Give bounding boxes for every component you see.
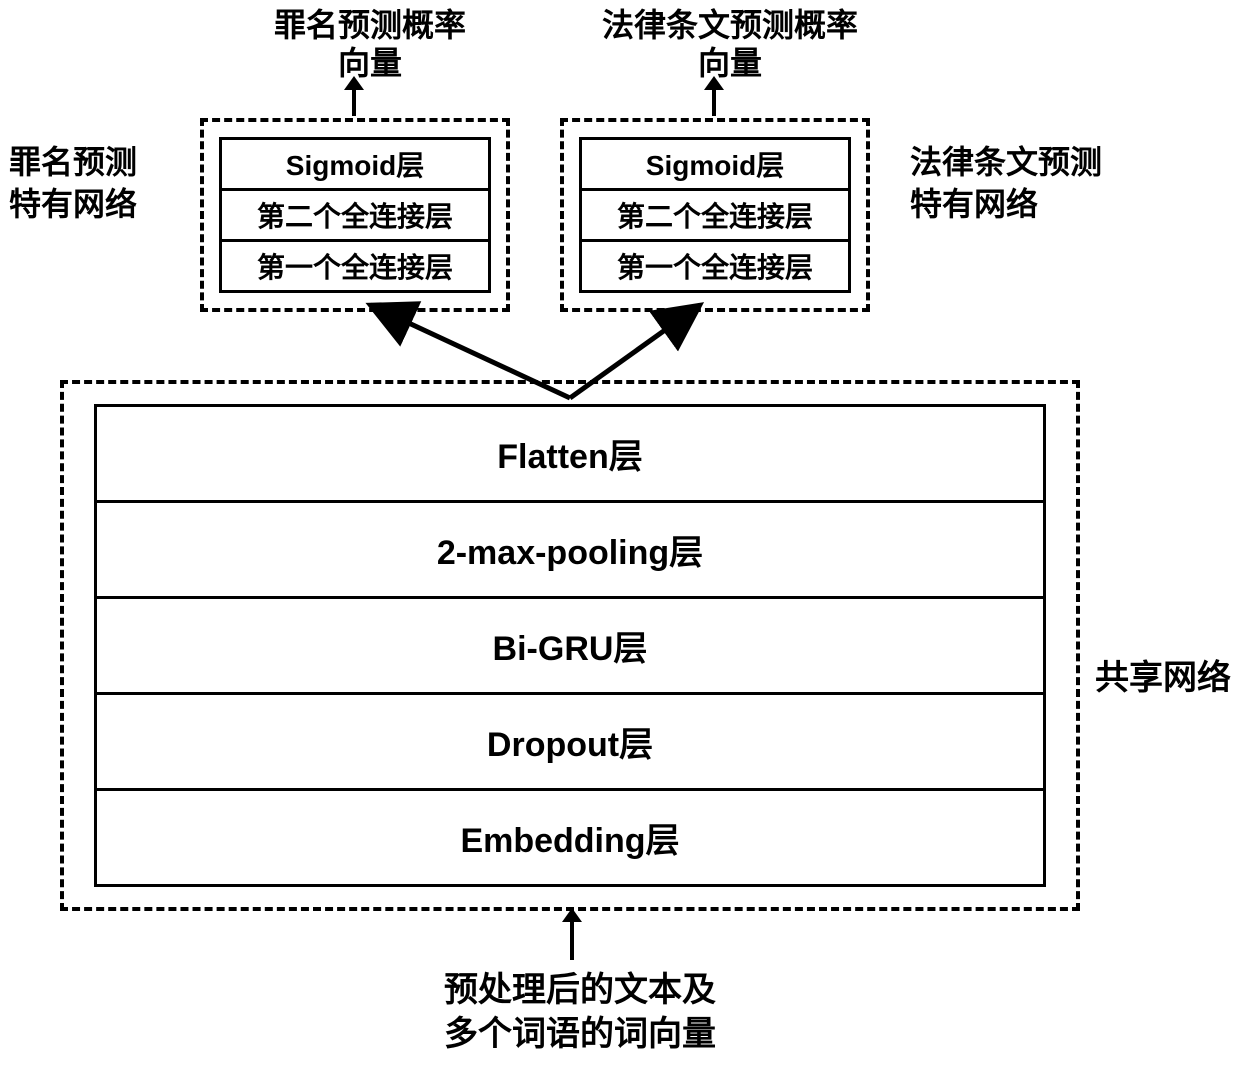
branch-container-right: Sigmoid层 第二个全连接层 第一个全连接层: [560, 118, 870, 312]
layer-fc2-right: 第二个全连接层: [579, 191, 851, 242]
shared-label: 共享网络: [1095, 650, 1231, 699]
layer-bigru: Bi-GRU层: [94, 599, 1046, 695]
output-label-left: 罪名预测概率 向量: [200, 6, 540, 83]
branch-label-left: 罪名预测 特有网络: [9, 142, 137, 225]
arrow-output-right: [712, 88, 716, 116]
layer-pooling: 2-max-pooling层: [94, 503, 1046, 599]
layer-sigmoid-left: Sigmoid层: [219, 137, 491, 191]
output-label-right: 法律条文预测概率 向量: [530, 6, 930, 83]
arrow-input: [570, 920, 574, 960]
shared-container: Flatten层 2-max-pooling层 Bi-GRU层 Dropout层…: [60, 380, 1080, 911]
layer-embedding: Embedding层: [94, 791, 1046, 887]
branch-stack-left: Sigmoid层 第二个全连接层 第一个全连接层: [219, 137, 491, 293]
input-label: 预处理后的文本及 多个词语的词向量: [370, 968, 790, 1056]
layer-fc1-right: 第一个全连接层: [579, 242, 851, 293]
branch-label-right: 法律条文预测 特有网络: [910, 142, 1102, 225]
layer-flatten: Flatten层: [94, 404, 1046, 503]
layer-fc2-left: 第二个全连接层: [219, 191, 491, 242]
layer-dropout: Dropout层: [94, 695, 1046, 791]
arrow-output-left: [352, 88, 356, 116]
shared-stack: Flatten层 2-max-pooling层 Bi-GRU层 Dropout层…: [94, 404, 1046, 887]
branch-stack-right: Sigmoid层 第二个全连接层 第一个全连接层: [579, 137, 851, 293]
branch-container-left: Sigmoid层 第二个全连接层 第一个全连接层: [200, 118, 510, 312]
layer-sigmoid-right: Sigmoid层: [579, 137, 851, 191]
layer-fc1-left: 第一个全连接层: [219, 242, 491, 293]
diagram-root: 罪名预测概率 向量 法律条文预测概率 向量 罪名预测 特有网络 法律条文预测 特…: [0, 0, 1240, 1079]
